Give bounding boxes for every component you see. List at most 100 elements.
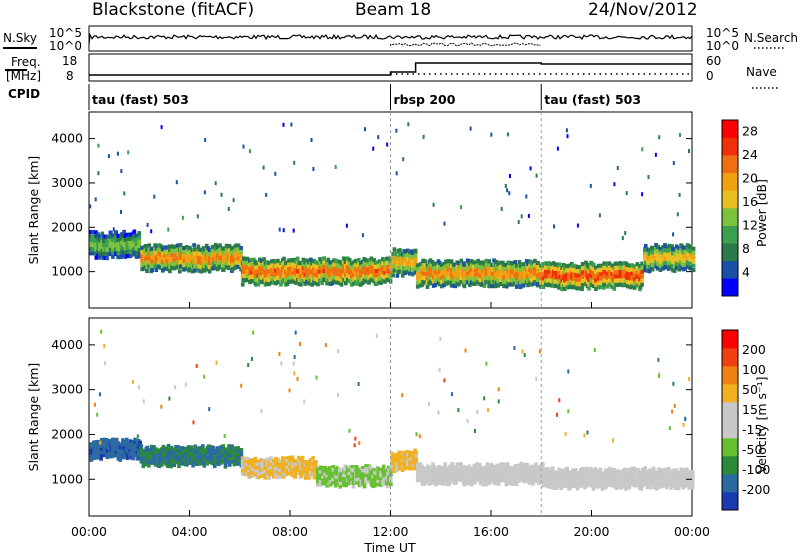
echo-cell (199, 462, 203, 466)
echo-cell (423, 280, 427, 285)
echo-cell (459, 258, 464, 263)
echo-cell (391, 273, 395, 278)
echo-cell (100, 231, 105, 236)
echo-cell (293, 468, 298, 473)
echo-cell (325, 481, 329, 485)
echo-cell (560, 287, 564, 292)
echo-scatter-point (99, 440, 102, 445)
echo-cell (354, 267, 358, 272)
echo-cell (325, 471, 329, 475)
echo-cell (660, 471, 664, 475)
echo-cell (202, 247, 207, 252)
echo-cell (310, 274, 314, 279)
echo-cell (367, 266, 372, 271)
echo-cell (172, 262, 176, 267)
echo-cell (573, 481, 578, 485)
echo-cell (487, 263, 492, 268)
echo-scatter-point (567, 409, 570, 414)
echo-cell (558, 266, 562, 271)
echo-cell (462, 262, 467, 267)
echo-cell (326, 266, 331, 271)
echo-cell (295, 256, 300, 261)
echo-cell (207, 265, 212, 270)
echo-cell (352, 277, 356, 282)
echo-cell (89, 445, 94, 449)
echo-cell (406, 265, 410, 270)
echo-cell (335, 259, 339, 264)
echo-cell (125, 440, 130, 444)
echo-cell (433, 467, 438, 471)
echo-cell (228, 450, 232, 454)
echo-cell (405, 450, 410, 454)
echo-cell (244, 456, 249, 460)
echo-cell (217, 453, 221, 457)
echo-cell (96, 439, 100, 444)
echo-cell (643, 466, 648, 470)
echo-cell (96, 253, 100, 258)
echo-cell (243, 278, 247, 283)
echo-cell (510, 265, 515, 270)
echo-cell (252, 266, 256, 271)
echo-cell (510, 479, 514, 483)
echo-cell (290, 458, 295, 462)
echo-cell (612, 286, 617, 291)
echo-cell (154, 267, 159, 272)
echo-cell (515, 263, 519, 268)
echo-cell (602, 285, 606, 290)
echo-cell (672, 251, 677, 256)
echo-cell (246, 457, 251, 461)
echo-cell (245, 256, 250, 261)
echo-cell (178, 243, 183, 248)
echo-scatter-point (136, 434, 139, 439)
echo-cell (354, 271, 358, 276)
echo-cell (406, 261, 410, 266)
echo-cell (316, 483, 320, 487)
echo-cell (304, 472, 309, 477)
echo-cell (538, 477, 543, 481)
echo-cell (328, 273, 333, 278)
echo-cell (172, 257, 176, 262)
echo-cell (573, 471, 578, 475)
echo-cell (685, 473, 689, 478)
echo-cell (152, 445, 156, 449)
echo-cell (518, 272, 523, 277)
echo-cell (554, 266, 559, 271)
echo-cell (403, 253, 408, 258)
echo-cell (167, 244, 171, 249)
echo-cell (116, 447, 121, 452)
echo-cell (405, 459, 410, 463)
echo-cell (91, 238, 95, 243)
echo-cell (492, 258, 496, 263)
echo-cell (507, 269, 512, 274)
echo-scatter-point (357, 382, 360, 386)
echo-cell (128, 249, 133, 254)
echo-cell (125, 237, 130, 242)
echo-cell (660, 484, 664, 488)
echo-cell (345, 260, 350, 265)
echo-cell (357, 471, 362, 475)
echo-cell (398, 460, 403, 465)
echo-cell (408, 460, 413, 465)
echo-cell (632, 468, 637, 472)
echo-scatter-point (529, 166, 532, 171)
echo-cell (133, 453, 137, 458)
echo-scatter-point (348, 428, 351, 433)
echo-scatter-point (497, 399, 500, 404)
echo-cell (485, 478, 490, 482)
echo-cell (163, 266, 167, 271)
echo-cell (262, 257, 266, 262)
echo-scatter-point (688, 377, 691, 382)
echo-cell (615, 261, 619, 266)
echo-cell (197, 251, 201, 256)
echo-cell (422, 476, 427, 480)
echo-scatter-point (215, 360, 218, 365)
echo-scatter-point (195, 364, 198, 369)
noise-panel-frame (88, 25, 693, 52)
x-tick-label: 16:00 (473, 524, 509, 539)
echo-cell (157, 451, 162, 456)
echo-cell (526, 283, 530, 288)
echo-cell (245, 278, 250, 283)
echo-cell (153, 447, 158, 451)
echo-cell (308, 470, 313, 475)
echo-cell (464, 465, 469, 470)
